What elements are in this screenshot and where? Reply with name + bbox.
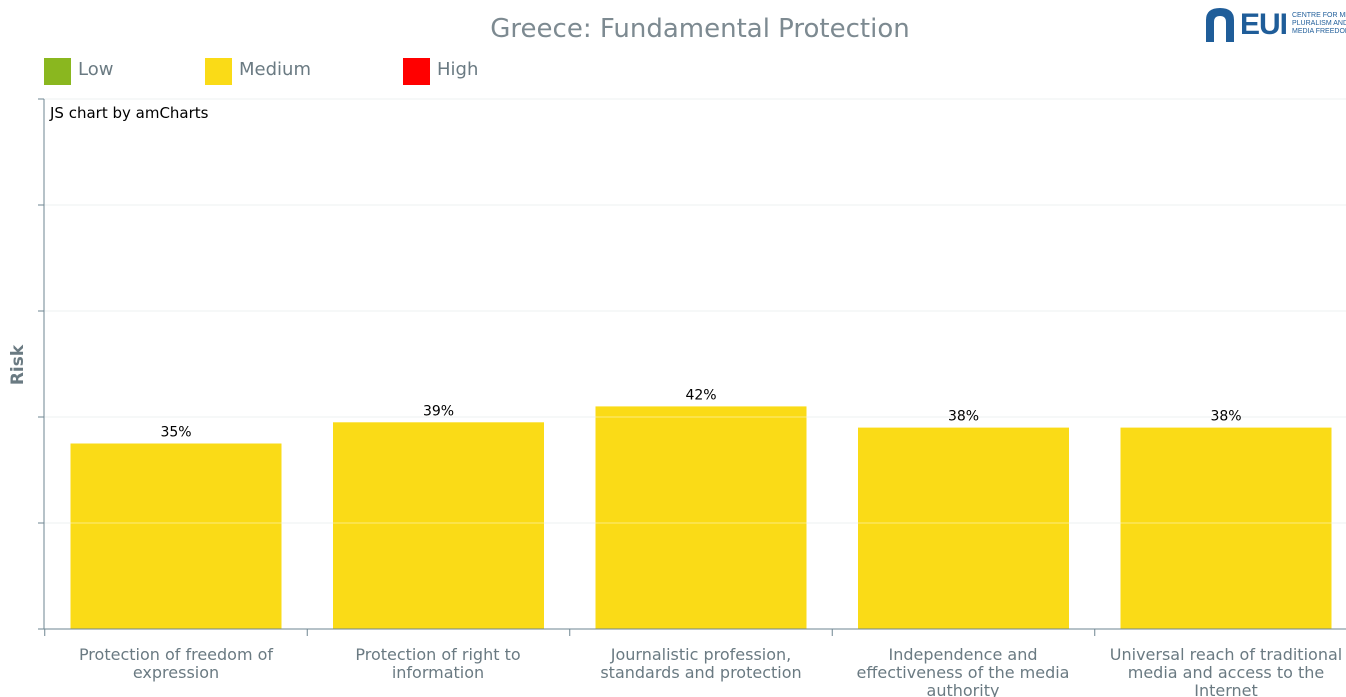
- data-label: 35%: [160, 425, 191, 441]
- data-labels: 35% 39% 42% 38% 38%: [160, 387, 1241, 440]
- bar: [858, 427, 1069, 629]
- data-label: 38%: [1210, 409, 1241, 425]
- bar: [333, 422, 544, 629]
- legend-swatch-low: [44, 58, 71, 85]
- bar: [1120, 427, 1332, 629]
- data-label: 39%: [423, 403, 454, 419]
- bar: [70, 443, 282, 629]
- x-tick-label: Protection of right to information: [355, 645, 521, 682]
- eui-logo: EUI CENTRE FOR MEDIA PLURALISM AND MEDIA…: [1204, 4, 1346, 46]
- legend-label-low: Low: [78, 59, 114, 80]
- legend-swatch-medium: [205, 58, 232, 85]
- x-tick-label: Independence and effectiveness of the me…: [856, 645, 1070, 697]
- bar: [595, 406, 807, 629]
- data-label: 42%: [685, 387, 716, 403]
- x-tick-label: Journalistic profession, standards and p…: [600, 645, 802, 682]
- eui-logo-text: EUI: [1240, 8, 1288, 41]
- chart-title: Greece: Fundamental Protection: [490, 14, 910, 44]
- amcharts-credit-link[interactable]: JS chart by amCharts: [50, 104, 209, 122]
- legend-label-high: High: [437, 59, 479, 80]
- legend-label-medium: Medium: [239, 59, 311, 80]
- axes: [38, 98, 1346, 636]
- legend-swatch-high: [403, 58, 430, 85]
- eui-logo-subtext: CENTRE FOR MEDIA PLURALISM AND MEDIA FRE…: [1292, 12, 1346, 35]
- x-tick-label: Universal reach of traditional media and…: [1109, 645, 1343, 697]
- bars: [70, 406, 1332, 629]
- x-tick-label: Protection of freedom of expression: [78, 645, 274, 682]
- data-label: 38%: [948, 409, 979, 425]
- y-axis-label: Risk: [8, 344, 28, 386]
- eui-arch-icon: [1206, 8, 1234, 42]
